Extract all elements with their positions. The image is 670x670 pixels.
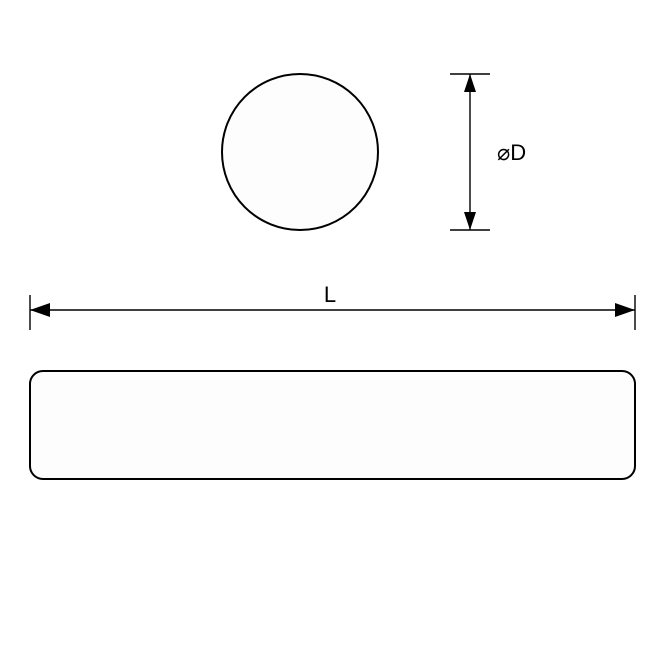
rod-side-rect: [30, 371, 635, 479]
diam-arrow-bot: [464, 212, 476, 230]
len-label: L: [324, 282, 336, 307]
diam-label: ⌀D: [497, 140, 526, 165]
len-arrow-right: [615, 303, 635, 317]
rod-end-circle: [222, 74, 378, 230]
len-arrow-left: [30, 303, 50, 317]
diam-arrow-top: [464, 74, 476, 92]
engineering-diagram: ⌀D L: [0, 0, 670, 670]
